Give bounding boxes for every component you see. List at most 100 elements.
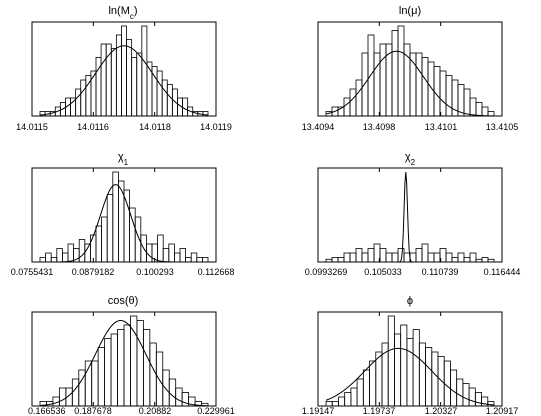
histogram-bar — [443, 360, 451, 407]
panel-title: cos(θ) — [108, 295, 139, 307]
histogram-bar — [78, 239, 86, 263]
histogram-bar — [129, 207, 136, 263]
fit-curve — [39, 45, 209, 116]
x-tick-label: 13.4098 — [363, 122, 396, 132]
histogram-bar — [379, 248, 387, 263]
histogram-bar — [343, 252, 351, 263]
histogram-bar — [196, 257, 203, 263]
histogram-bar — [338, 396, 346, 407]
histogram-bar — [106, 194, 114, 263]
histogram-bar — [161, 79, 168, 117]
histogram-bar — [387, 315, 395, 407]
fit-curve — [39, 319, 209, 407]
panel-title: χ1 — [118, 151, 129, 167]
plot-frame — [31, 21, 217, 117]
histogram-bar — [397, 25, 405, 117]
histogram-bar — [175, 387, 183, 407]
histogram-bar — [100, 43, 107, 117]
histogram-bar — [171, 88, 178, 117]
x-tick-label: 0.0993269 — [305, 267, 348, 277]
histogram-bar — [90, 234, 97, 263]
histogram-bar — [403, 252, 411, 263]
histogram-bar — [58, 387, 67, 407]
x-tick-label: 0.105033 — [364, 267, 402, 277]
histogram-bar — [179, 248, 186, 263]
histogram-bar — [146, 61, 153, 117]
x-tick-label: 14.0119 — [200, 122, 232, 132]
histogram-bars — [325, 25, 495, 117]
histogram-bar — [166, 84, 173, 117]
histogram-bar — [400, 324, 408, 407]
x-axis-ticks — [317, 22, 503, 116]
histogram-bar — [110, 333, 118, 407]
x-tick-labels: 13.4094 13.4098 13.4101 13.4105 — [302, 122, 519, 132]
x-axis-ticks — [31, 22, 217, 116]
x-tick-label: 0.20882 — [139, 406, 172, 416]
histogram-bar — [349, 252, 357, 263]
panel-ln-mu: ln(μ) 13.4094 13.4098 13.4101 13.4105 — [302, 5, 519, 132]
histogram-bar — [433, 252, 441, 263]
x-tick-label: 0.116444 — [484, 267, 521, 277]
histogram-bar — [121, 25, 127, 117]
x-tick-labels: 0.166536 0.187678 0.20882 0.229961 — [28, 406, 235, 416]
histogram-bar — [123, 189, 130, 263]
histogram-bar — [343, 97, 351, 117]
histogram-bar — [487, 401, 495, 407]
histogram-bar — [427, 61, 435, 117]
histogram-bar — [415, 248, 423, 263]
histogram-bars — [39, 315, 209, 407]
histogram-bar — [350, 387, 358, 407]
histogram-bars — [39, 171, 209, 263]
histogram-bars — [39, 25, 209, 117]
x-tick-label: 1.19147 — [302, 406, 335, 416]
histogram-bar — [190, 252, 198, 263]
panel-title: ϕ — [407, 295, 413, 307]
histogram-bar — [156, 70, 163, 117]
plot-frame — [317, 167, 503, 263]
histogram-bar — [456, 378, 464, 407]
histogram-bar — [136, 320, 144, 407]
histogram-bar — [367, 248, 375, 263]
panel-chi-1: χ1 0.0755431 0.0879182 0.100293 0.112668 — [11, 151, 235, 277]
histogram-bar — [475, 102, 483, 117]
histogram-bar — [123, 324, 131, 407]
histogram-bar — [481, 257, 489, 263]
histogram-bar — [142, 329, 151, 407]
x-tick-label: 0.0879182 — [72, 267, 115, 277]
histogram-bar — [157, 234, 164, 263]
histogram-bar — [421, 57, 429, 117]
histogram-bar — [168, 243, 175, 263]
histogram-bar — [110, 48, 117, 117]
x-tick-labels: 0.0993269 0.105033 0.110739 0.116444 — [305, 267, 521, 277]
x-axis-ticks — [31, 312, 217, 406]
histogram-bar — [90, 70, 97, 117]
histogram-bar — [355, 248, 363, 263]
histogram-bar — [50, 257, 58, 263]
histogram-bar — [468, 387, 476, 407]
histogram-bar — [355, 79, 363, 117]
fit-curve — [325, 50, 495, 117]
x-tick-label: 0.0755431 — [11, 267, 54, 277]
histogram-bar — [201, 257, 209, 263]
histogram-bar — [433, 66, 441, 117]
histogram-bar — [80, 79, 87, 117]
histogram-bar — [375, 351, 383, 407]
histogram-bar — [182, 97, 189, 117]
histogram-bar — [84, 243, 91, 263]
histogram-bar — [70, 97, 77, 117]
histogram-bar — [469, 97, 477, 117]
histogram-bar — [126, 39, 133, 117]
histogram-bar — [369, 360, 377, 407]
histogram-bar — [451, 257, 459, 263]
histogram-bar — [141, 25, 148, 117]
x-tick-label: 0.187678 — [74, 406, 112, 416]
x-tick-label: 0.229961 — [197, 406, 235, 416]
histogram-bar — [67, 243, 74, 263]
x-axis-ticks — [317, 312, 503, 406]
histogram-bar — [101, 216, 108, 263]
x-tick-label: 0.100293 — [136, 267, 174, 277]
histogram-bar — [155, 351, 164, 407]
panel-chi-2: χ2 0.0993269 0.105033 0.110739 0.116444 — [305, 151, 521, 277]
histogram-bar — [75, 88, 82, 117]
histogram-bar — [97, 347, 106, 407]
